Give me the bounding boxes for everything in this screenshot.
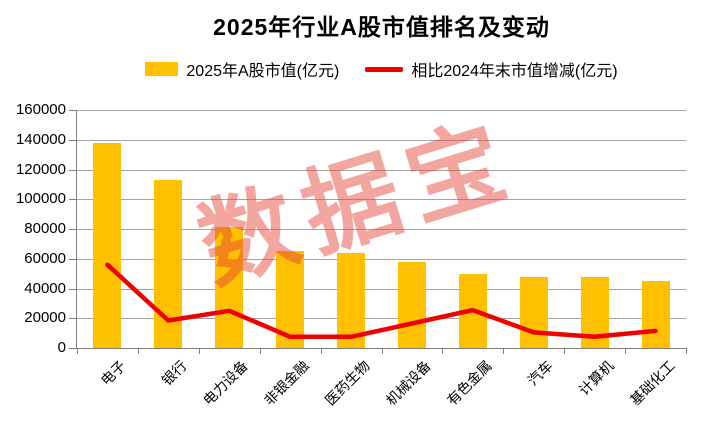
x-tick-label-4: 医药生物: [321, 357, 373, 409]
legend-item-line: 相比2024年末市值增减(亿元): [365, 57, 618, 81]
y-tickmark-60000: [69, 258, 76, 260]
gridline-60000: [77, 258, 686, 260]
y-tickmark-80000: [69, 229, 76, 230]
x-tickmark-10: [686, 349, 687, 354]
x-tick-label-3: 非银金融: [260, 357, 312, 409]
legend-line-swatch-icon: [365, 66, 404, 72]
bar-7: [519, 276, 548, 348]
y-tick-label-80000: 80000: [24, 220, 66, 237]
y-tick-label-140000: 140000: [15, 130, 66, 148]
bar-0: [93, 142, 122, 348]
y-tick-label-100000: 100000: [15, 190, 66, 208]
y-axis-line: [76, 110, 77, 349]
x-tick-label-6: 有色金属: [443, 357, 495, 409]
y-tickmark-20000: [69, 318, 76, 320]
x-tickmark-0: [77, 349, 78, 354]
x-tickmark-8: [564, 349, 566, 354]
x-tickmark-6: [442, 349, 444, 354]
gridline-120000: [77, 169, 686, 171]
x-tick-label-8: 计算机: [575, 357, 617, 399]
legend-item-bar: 2025年A股市值(亿元): [145, 57, 339, 81]
bar-4: [337, 252, 366, 348]
chart-title: 2025年行业A股市值排名及变动: [213, 14, 550, 40]
legend: 2025年A股市值(亿元) 相比2024年末市值增减(亿元): [77, 58, 686, 80]
bar-2: [215, 226, 244, 348]
x-tick-label-1: 银行: [158, 357, 191, 389]
x-tickmark-4: [320, 349, 322, 354]
x-tick-label-0: 电子: [98, 357, 130, 389]
x-tickmark-3: [259, 349, 261, 354]
x-tickmark-2: [198, 349, 200, 354]
line-series: [105, 262, 658, 340]
x-tick-label-5: 机械设备: [382, 357, 434, 409]
gridline-100000: [77, 199, 686, 201]
x-tick-label-9: 基础化工: [626, 357, 678, 409]
gridline-80000: [77, 229, 686, 230]
bar-5: [397, 262, 426, 348]
x-axis-line: [76, 348, 687, 349]
y-tick-label-20000: 20000: [24, 309, 66, 327]
y-tickmark-100000: [69, 199, 76, 201]
y-tickmark-40000: [69, 288, 76, 290]
plot-area: [69, 110, 687, 354]
gridline-40000: [77, 288, 686, 290]
x-tick-label-7: 汽车: [524, 357, 556, 389]
y-tickmark-120000: [69, 169, 76, 171]
x-tickmark-1: [137, 349, 139, 354]
gridline-20000: [77, 318, 686, 320]
legend-bar-label: 2025年A股市值(亿元): [186, 63, 340, 80]
y-tick-label-160000: 160000: [15, 101, 66, 118]
gridline-160000: [77, 110, 686, 111]
y-tick-label-0: 0: [57, 339, 66, 356]
legend-bar-swatch-icon: [145, 62, 179, 76]
y-tick-label-120000: 120000: [15, 160, 66, 178]
legend-line-label: 相比2024年末市值增减(亿元): [411, 63, 618, 80]
y-tick-label-40000: 40000: [24, 279, 66, 297]
y-tickmark-140000: [69, 139, 76, 141]
x-tickmark-5: [381, 349, 383, 354]
y-tick-label-60000: 60000: [24, 249, 66, 267]
x-tickmark-7: [503, 349, 505, 354]
line-series-path: [105, 262, 658, 340]
x-tickmark-9: [625, 349, 627, 354]
y-tickmark-160000: [69, 110, 76, 111]
y-axis-labels: 0 20000 40000 60000 80000 100000 120000 140000 1…: [0, 101, 66, 356]
y-tickmark-0: [69, 348, 76, 349]
x-tick-label-2: 电力设备: [200, 357, 251, 409]
gridline-140000: [77, 139, 686, 141]
bar-9: [641, 281, 670, 348]
